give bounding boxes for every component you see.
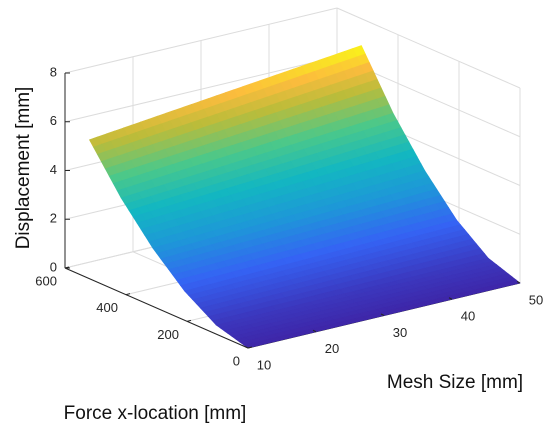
surface-cell [183, 272, 285, 326]
grid-line [336, 7, 521, 89]
tick-mark [247, 346, 253, 349]
surface-cell [120, 176, 222, 249]
surface-cell [283, 291, 385, 333]
surface-cell [156, 92, 258, 178]
x-tick-label: 40 [461, 309, 475, 324]
tick-mark [380, 313, 385, 316]
surface-cell [292, 45, 394, 135]
z-tick-label: 0 [50, 259, 57, 274]
tick-mark [64, 266, 70, 269]
z-tick-label: 4 [50, 162, 57, 177]
surface-cell [419, 257, 521, 300]
surface-cell [224, 68, 326, 157]
surface-cell [324, 112, 426, 191]
surface-cell [288, 189, 390, 256]
x-tick-label: 10 [257, 357, 271, 372]
tick-mark [244, 346, 249, 349]
surface-cell [220, 208, 322, 274]
axis-line [64, 267, 249, 349]
y-tick-label: 400 [96, 300, 118, 315]
tick-mark [312, 329, 317, 333]
surface [88, 45, 521, 349]
z-tick-label: 2 [50, 211, 57, 226]
surface-cell [252, 255, 353, 309]
tick-mark [186, 319, 192, 322]
x-tick-label: 50 [529, 292, 543, 307]
z-axis-label: Displacement [mm] [13, 87, 34, 250]
surface-cell [256, 133, 358, 210]
x-tick-label: 30 [393, 325, 407, 340]
surface-cell [152, 228, 254, 292]
z-tick-label: 8 [50, 64, 57, 79]
y-tick-label: 600 [35, 273, 57, 288]
surface-patch [243, 342, 258, 349]
surface-cell [88, 115, 190, 199]
surface-cell [215, 308, 317, 349]
ticks: 0 2 4 6 8 10 20 30 40 50 0 200 400 600 [35, 64, 543, 372]
surface-cell [351, 274, 453, 316]
tick-mark [448, 297, 453, 300]
x-tick-label: 20 [325, 341, 339, 356]
y-tick-label: 200 [157, 327, 179, 342]
x-axis-label: Mesh Size [mm] [387, 372, 523, 393]
tick-mark [125, 293, 131, 296]
surface-cell [356, 170, 458, 238]
surface-cell [188, 155, 290, 230]
surface-cell [388, 219, 489, 276]
y-axis-label: Force x-location [mm] [64, 403, 247, 424]
surface-cell [320, 237, 421, 292]
z-tick-label: 6 [50, 113, 57, 128]
tick-mark [516, 281, 521, 284]
y-tick-label: 0 [233, 353, 240, 368]
